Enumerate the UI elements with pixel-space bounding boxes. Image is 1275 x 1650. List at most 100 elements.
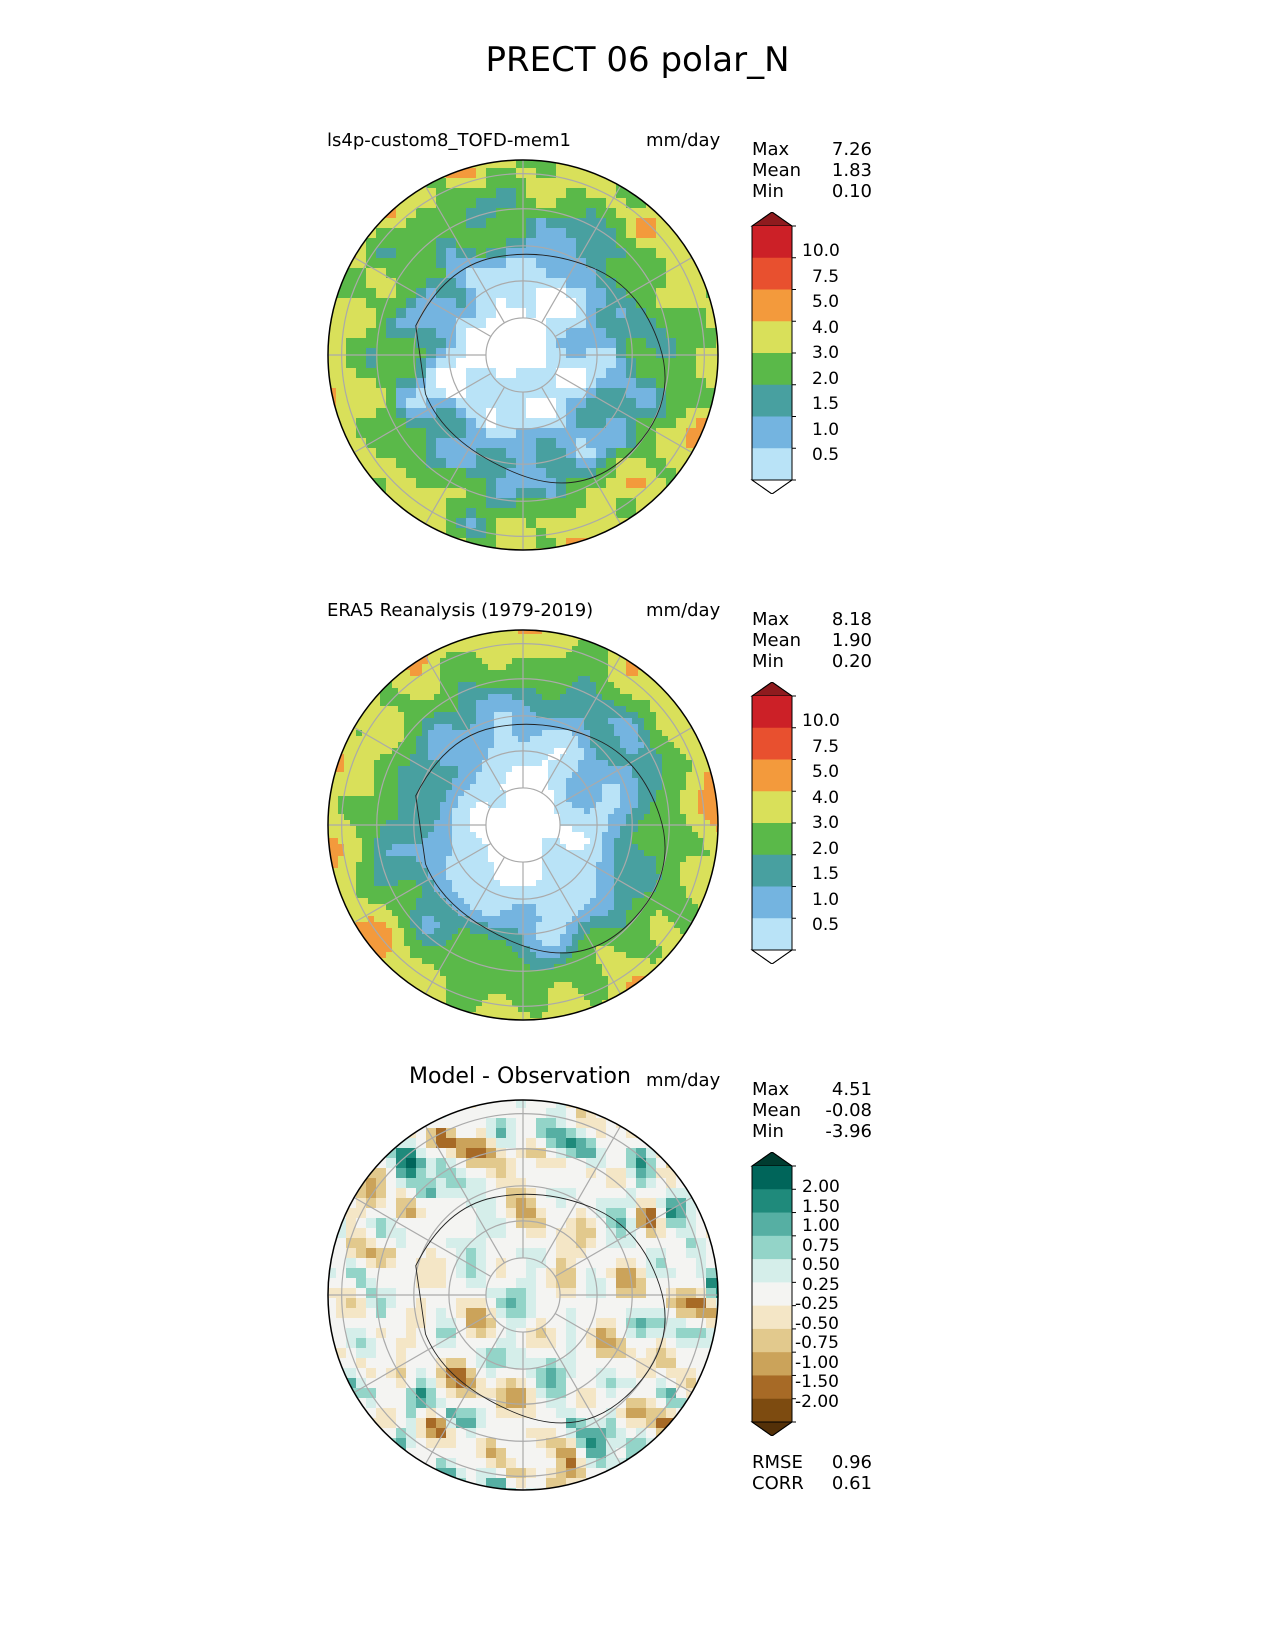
colorbar-segment xyxy=(752,791,792,824)
graticule xyxy=(328,160,718,550)
polar-map-reference xyxy=(327,629,719,1021)
colorbar-segment xyxy=(752,257,792,290)
colorbar-tick: 1.5 xyxy=(812,394,840,414)
colorbar-segment xyxy=(752,226,792,259)
stat-mean-label: Mean xyxy=(752,160,802,181)
panel-diff: Model - Observation mm/day Max Mean Min … xyxy=(0,940,1275,1540)
colorbar-segment xyxy=(752,1212,792,1237)
colorbar-extend-min xyxy=(750,1421,794,1436)
colorbar-segment xyxy=(752,1398,792,1423)
panel-units: mm/day xyxy=(646,1070,721,1091)
stat-min-label: Min xyxy=(752,1121,784,1142)
colorbar-tick: 0.50 xyxy=(802,1255,840,1275)
colorbar-test xyxy=(750,212,796,494)
colorbar-tick: -0.50 xyxy=(795,1314,839,1334)
rmse-label: RMSE xyxy=(752,1452,803,1473)
panel-title: Model - Observation xyxy=(409,1064,631,1089)
colorbar-segment xyxy=(752,854,792,887)
stat-min-value: 0.10 xyxy=(831,181,872,202)
stat-min-value: -3.96 xyxy=(825,1121,872,1142)
panel-units: mm/day xyxy=(646,600,721,621)
colorbar-segment xyxy=(752,416,792,449)
map-boundary xyxy=(327,629,719,1021)
colorbar-tick: 4.0 xyxy=(812,788,840,808)
graticule xyxy=(328,630,718,1020)
colorbar-tick: 7.5 xyxy=(812,267,840,287)
coastline xyxy=(415,1193,666,1424)
polar-map-diff xyxy=(327,1099,719,1491)
colorbar-tick: 0.25 xyxy=(802,1275,840,1295)
colorbar-tick: 0.75 xyxy=(802,1236,840,1256)
colorbar-tick: 3.0 xyxy=(812,813,840,833)
colorbar-tick: 1.0 xyxy=(812,890,840,910)
colorbar-tick: -2.00 xyxy=(795,1392,839,1412)
panel-title: ERA5 Reanalysis (1979-2019) xyxy=(327,600,594,621)
colorbar-segment xyxy=(752,886,792,919)
colorbar-segment xyxy=(752,696,792,729)
colorbar-tick: 5.0 xyxy=(812,292,840,312)
colorbar-tick: -0.75 xyxy=(795,1333,839,1353)
colorbar-tick: -0.25 xyxy=(795,1294,839,1314)
stat-min-label: Min xyxy=(752,181,784,202)
stat-min-label: Min xyxy=(752,651,784,672)
colorbar-segment xyxy=(752,1166,792,1190)
coastline xyxy=(415,723,666,954)
colorbar-segment xyxy=(752,1352,792,1376)
colorbar-segment xyxy=(752,727,792,760)
colorbar-tick: 1.0 xyxy=(812,420,840,440)
colorbar-segment xyxy=(752,321,792,354)
stat-max-value: 7.26 xyxy=(831,139,872,160)
colorbar-segment xyxy=(752,1235,792,1260)
stat-mean-value: 1.90 xyxy=(831,630,872,651)
stat-min-value: 0.20 xyxy=(831,651,872,672)
colorbar-segment xyxy=(752,1189,792,1214)
colorbar-segment xyxy=(752,1375,792,1400)
stat-mean-value: 1.83 xyxy=(831,160,872,181)
colorbar-segment xyxy=(752,384,792,417)
colorbar-segment xyxy=(752,823,792,856)
corr-value: 0.61 xyxy=(831,1473,872,1494)
colorbar-tick: 1.00 xyxy=(802,1216,840,1236)
colorbar-segment xyxy=(752,759,792,792)
graticule xyxy=(328,1100,718,1490)
colorbar-extend-max xyxy=(750,1152,794,1167)
colorbar-segment xyxy=(752,1305,792,1330)
stat-max-label: Max xyxy=(752,139,790,160)
panel-title: ls4p-custom8_TOFD-mem1 xyxy=(327,130,571,151)
colorbar-tick: 5.0 xyxy=(812,762,840,782)
colorbar-segment xyxy=(752,1259,792,1283)
stat-mean-label: Mean xyxy=(752,1100,802,1121)
colorbar-tick: 0.5 xyxy=(812,445,840,465)
stat-max-label: Max xyxy=(752,1079,790,1100)
map-boundary xyxy=(327,159,719,551)
rmse-value: 0.96 xyxy=(831,1452,872,1473)
colorbar-segment xyxy=(752,289,792,322)
coastline xyxy=(415,253,666,484)
panel-test: ls4p-custom8_TOFD-mem1 mm/day Max Mean M… xyxy=(0,0,1275,551)
colorbar-extend-max xyxy=(750,212,794,227)
field-cells xyxy=(328,1100,718,1490)
stat-max-value: 4.51 xyxy=(831,1079,872,1100)
colorbar-segment xyxy=(752,353,792,386)
colorbar-segment xyxy=(752,918,792,951)
colorbar-segment xyxy=(752,448,792,481)
colorbar-segment xyxy=(752,1282,792,1307)
colorbar-extend-max xyxy=(750,682,794,697)
colorbar-tick: -1.50 xyxy=(795,1372,839,1392)
colorbar-tick: 0.5 xyxy=(812,915,840,935)
panel-reference: ERA5 Reanalysis (1979-2019) mm/day Max M… xyxy=(0,470,1275,1021)
polar-map-test xyxy=(327,159,719,551)
colorbar-tick: 2.00 xyxy=(802,1177,840,1197)
panel-units: mm/day xyxy=(646,130,721,151)
colorbar-tick: 10.0 xyxy=(802,711,840,731)
map-boundary xyxy=(327,1099,719,1491)
colorbar-tick: 3.0 xyxy=(812,343,840,363)
colorbar-tick: 2.0 xyxy=(812,369,840,389)
colorbar-segment xyxy=(752,1328,792,1353)
colorbar-tick: -1.00 xyxy=(795,1353,839,1373)
stat-max-value: 8.18 xyxy=(831,609,872,630)
colorbar-tick: 10.0 xyxy=(802,241,840,261)
stat-max-label: Max xyxy=(752,609,790,630)
stat-mean-value: -0.08 xyxy=(825,1100,872,1121)
colorbar-tick: 1.50 xyxy=(802,1197,840,1217)
